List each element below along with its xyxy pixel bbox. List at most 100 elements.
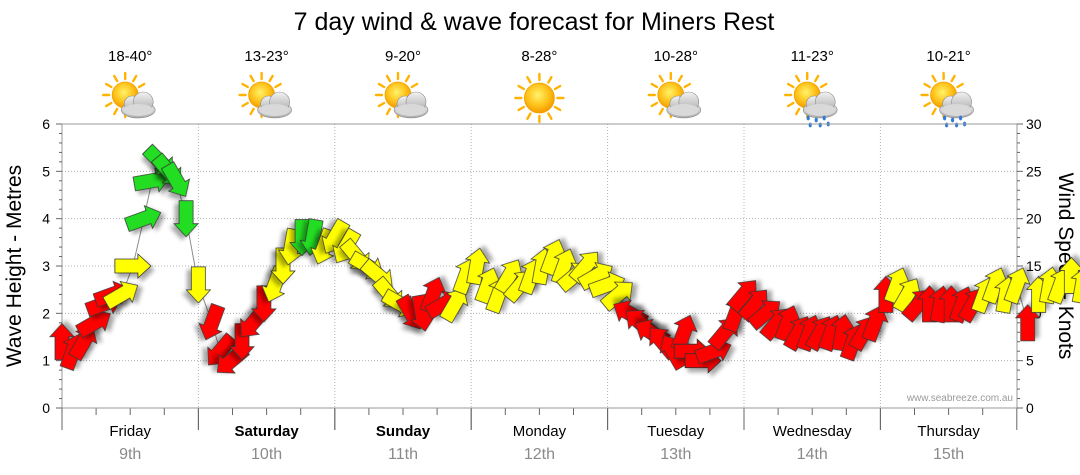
sun-ray [547,76,553,84]
day-date: 11th [388,446,418,463]
sun-ray [410,82,419,89]
sun-ray [650,82,659,89]
cloud [393,91,429,119]
sun-ray [786,101,795,108]
sun-ray [819,82,828,89]
cloud-fill [941,104,972,116]
day-date: 14th [797,446,828,463]
wind-arrow [726,280,757,314]
sun-ray [547,112,553,120]
left-tick-label: 4 [42,211,50,227]
day-temperature: 8-28° [521,48,557,65]
left-tick-label: 5 [42,163,50,179]
cloud-fill [123,104,154,116]
left-tick-label: 3 [42,258,50,274]
wind-arrow [439,287,469,324]
sun-ray [795,74,801,83]
cloud-fill [805,104,836,116]
cloud-fill [668,104,699,116]
right-tick-label: 15 [1026,258,1042,274]
sun-disc [524,82,555,114]
left-tick-label: 2 [42,305,50,321]
day-name: Saturday [234,423,299,440]
chart-title: 7 day wind & wave forecast for Miners Re… [294,8,775,36]
rain-drop [945,122,949,128]
left-tick-label: 1 [42,353,50,369]
wind-arrow [861,305,889,343]
sun-ray [658,74,664,83]
watermark: www.seabreeze.com.au [906,393,1013,404]
sun-ray [517,105,526,112]
day-date: 15th [933,446,964,463]
day-name: Thursday [917,423,980,440]
sun-ray [923,101,931,108]
sun-ray [385,74,392,83]
sun-ray [956,82,964,89]
sun-ray [650,101,659,108]
sun-ray [104,82,113,89]
sun-ray [683,82,692,89]
left-tick-label: 0 [42,400,50,416]
wind-arrows [49,143,1080,374]
sun-ray [931,74,937,83]
weather-icons [101,71,974,128]
day-date: 9th [119,446,141,463]
rain-drop [814,117,818,123]
sun-ray [249,107,255,116]
wind-arrow [185,266,212,304]
day-name: Wednesday [773,423,852,440]
cloud [939,91,974,119]
rain-drop [806,115,810,121]
left-axis-label: Wave Height - Metres [3,165,26,367]
left-axis-ticks: 0 1 2 3 4 5 6 [42,116,62,416]
rain-drop [808,122,812,128]
wind-arrow [173,200,200,238]
daily-temperatures: 18-40° 13-23° 9-20° 8-28° 10-28° 11-23° 10-21° [108,48,971,65]
cloud [666,91,702,119]
sun-ray [923,82,931,89]
right-tick-label: 30 [1026,116,1042,132]
day-name: Monday [513,423,567,440]
day-name: Sunday [376,423,431,440]
day-date: 12th [524,446,555,463]
sun-ray [268,74,274,83]
wind-arrow [114,253,152,279]
cloud-fill [396,104,426,116]
partly-cloudy-icon [647,71,702,119]
sun-ray [795,107,801,116]
wind-arrow [981,267,1009,305]
sun-ray [377,101,386,108]
sun-rays [514,72,565,124]
sun-ray [553,105,562,112]
sun-ray [241,101,249,108]
day-temperature: 11-23° [791,48,834,65]
sun-ray [112,107,119,116]
rain-drop [943,115,947,121]
showers-icon [784,71,838,128]
right-axis-ticks: 051015202530 [1017,116,1042,416]
sun-ray [658,107,664,116]
sun-ray [526,112,532,120]
wind-arrow [1003,267,1031,305]
sun-ray [404,74,411,83]
rain-drop [959,115,963,121]
wind-arrow [1070,266,1080,305]
sun-ray [677,74,683,83]
day-temperature: 10-28° [654,48,698,65]
wind-arrow [102,280,139,311]
sun-ray [553,84,562,91]
day-date: 13th [660,446,691,463]
sun-ray [112,74,119,83]
sun-ray [950,74,956,83]
sunny-icon [514,72,565,124]
wind-arrow [198,302,226,341]
wind-arrow [123,204,162,232]
partly-cloudy-icon [101,71,156,119]
sun-ray [249,74,255,83]
partly-cloudy-icon [374,71,429,119]
cloud [120,91,156,119]
day-temperature: 18-40° [108,48,152,65]
day-temperature: 10-21° [926,48,970,65]
day-temperature: 9-20° [385,48,421,65]
